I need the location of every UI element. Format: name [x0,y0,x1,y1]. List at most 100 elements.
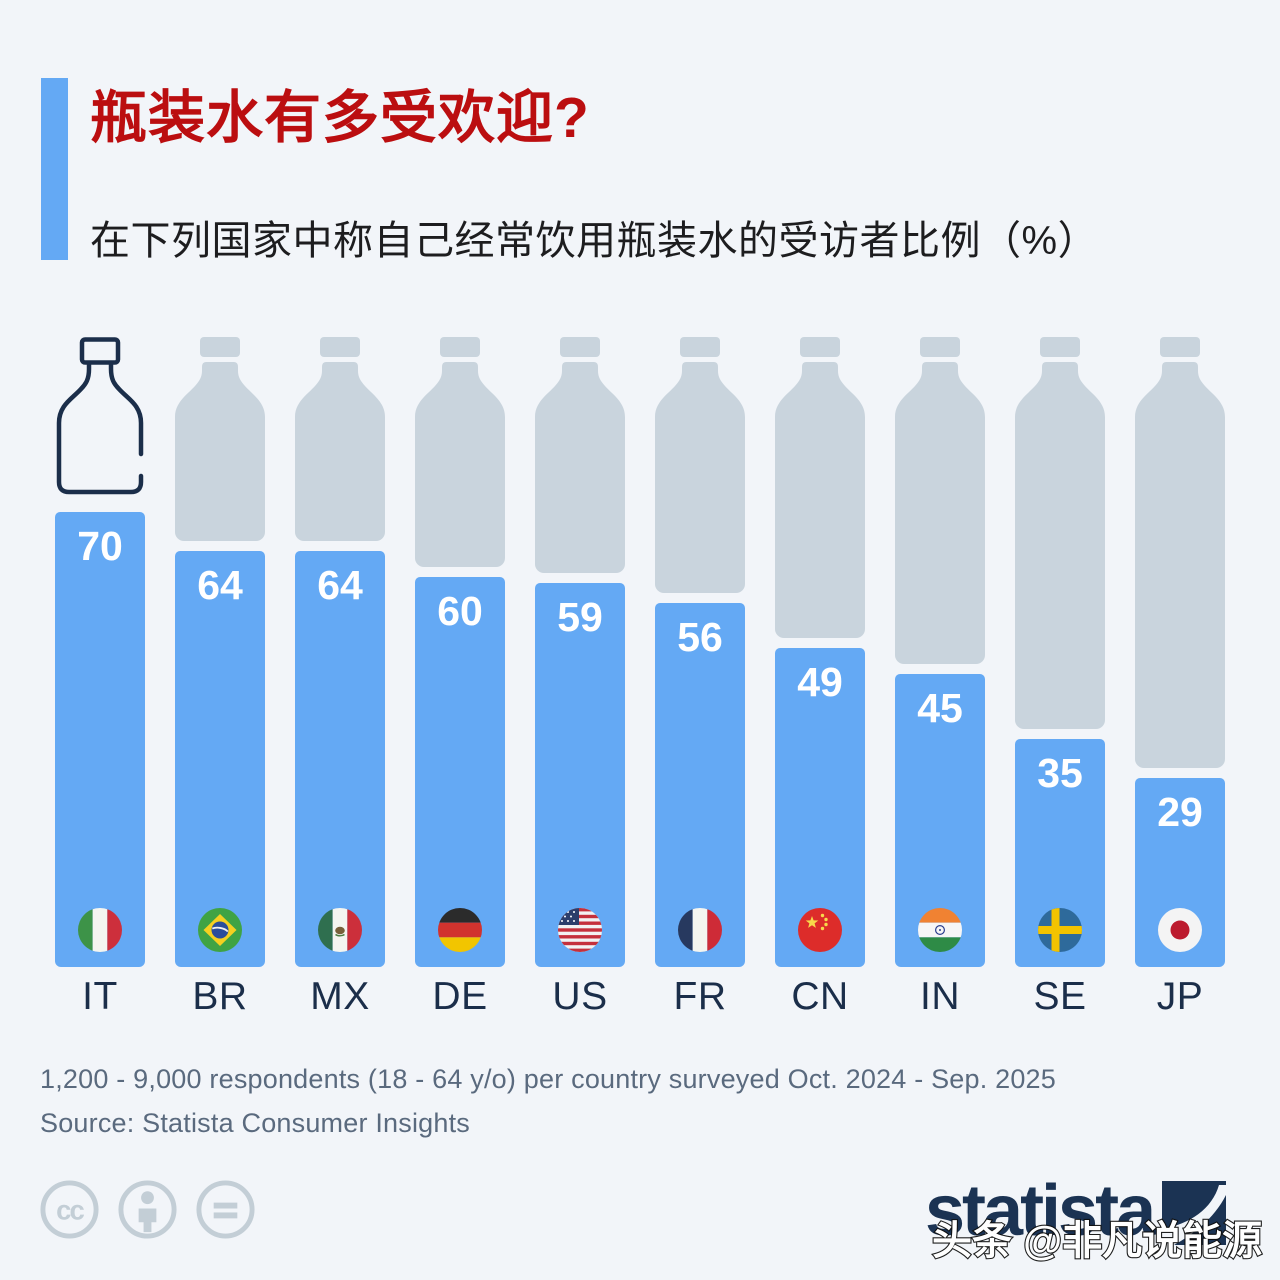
flag-united-states-icon [558,908,602,952]
country-label-us: US [552,975,608,1018]
flag-germany-icon [438,908,482,952]
bottle-outline-icon [56,337,144,495]
bottle-column-mx: 64 MX [295,337,385,1019]
license-icons: cc [38,1178,257,1241]
bottle-body-empty [535,433,625,573]
chart-subtitle: 在下列国家中称自己经常饮用瓶装水的受访者比例（%） [90,219,1099,263]
country-label-fr: FR [673,975,727,1018]
country-label-mx: MX [310,975,370,1018]
bottle-empty-part [655,337,745,593]
fill-gap [775,638,865,648]
bottle-empty-part [415,337,505,567]
value-label: 60 [437,588,483,634]
cc-nd-equals-icon [196,1180,255,1239]
flag-sweden-icon [1038,908,1082,952]
bottle-neck-shape [175,337,265,433]
bottle-neck-shape [295,337,385,433]
country-label-se: SE [1033,975,1087,1018]
footer-notes: 1,200 - 9,000 respondents (18 - 64 y/o) … [40,1064,1056,1139]
flag-india-icon [918,908,962,952]
bar-fill-fr: 56 [655,603,745,967]
bottle-shape: 64 [175,337,265,967]
fill-gap [1015,729,1105,739]
value-label: 45 [917,685,963,731]
chart-title: 瓶装水有多受欢迎? [90,86,590,150]
bottle-body-empty [655,433,745,593]
bottle-body-empty [1135,433,1225,768]
flag-brazil-icon [198,908,242,952]
bottle-shape: 60 [415,337,505,967]
bar-fill-jp: 29 [1135,778,1225,967]
value-label: 29 [1157,789,1203,835]
bottle-shape: 56 [655,337,745,967]
cc-icon: cc [40,1180,99,1239]
bottle-column-it: 70 IT [55,337,145,1019]
bottle-body-empty [1015,433,1105,729]
bar-fill-cn: 49 [775,648,865,967]
title-accent-bar [41,78,68,260]
value-label: 64 [317,562,363,608]
bottle-shape: 35 [1015,337,1105,967]
bar-fill-de: 60 [415,577,505,967]
bottle-shape: 70 [55,337,145,967]
value-label: 35 [1037,750,1083,796]
bottle-body-empty [175,433,265,541]
bottle-empty-part [175,337,265,541]
bottle-column-cn: 49 CN [775,337,865,1019]
fill-gap [535,573,625,583]
bottle-column-jp: 29 JP [1135,337,1225,1019]
bar-fill-br: 64 [175,551,265,967]
bottle-empty-part [775,337,865,638]
bottle-column-us: 59 US [535,337,625,1019]
bottle-empty-part [1135,337,1225,768]
flag-mexico-icon [318,908,362,952]
bottle-empty-part [295,337,385,541]
bottle-body-empty [415,433,505,567]
cc-by-person-icon [118,1180,177,1239]
bottle-empty-part [895,337,985,664]
fill-gap [55,502,145,512]
bottle-neck-shape [775,337,865,433]
flag-china-icon [798,908,842,952]
bottle-body-empty [775,433,865,638]
bottle-column-fr: 56 FR [655,337,745,1019]
bar-fill-it: 70 [55,512,145,967]
bottle-body-empty [295,433,385,541]
flag-france-icon [678,908,722,952]
fill-gap [175,541,265,551]
fill-gap [295,541,385,551]
country-label-it: IT [82,975,118,1018]
bottle-neck-shape [895,337,985,433]
bottle-shape: 49 [775,337,865,967]
value-label: 49 [797,659,843,705]
chart: 70 IT 64 BR 64 MX 60 DE 59 US 56 FR 49 CN 45 IN 35 SE 29 JP [55,337,1225,1019]
value-label: 59 [557,594,603,640]
bottle-column-de: 60 DE [415,337,505,1019]
flag-japan-icon [1158,908,1202,952]
bottle-column-in: 45 IN [895,337,985,1019]
fill-gap [415,567,505,577]
bottle-neck-shape [655,337,745,433]
source-note: Source: Statista Consumer Insights [40,1108,470,1138]
value-label: 64 [197,562,243,608]
country-label-in: IN [920,975,960,1018]
bottle-empty-part [535,337,625,573]
bottle-neck-shape [415,337,505,433]
bottle-shape: 45 [895,337,985,967]
bottle-body-empty [895,433,985,664]
bottle-neck-shape [1135,337,1225,433]
value-label: 70 [77,523,123,569]
bar-fill-in: 45 [895,674,985,967]
svg-text:cc: cc [56,1194,84,1225]
bottle-column-se: 35 SE [1015,337,1105,1019]
fill-gap [895,664,985,674]
statista-logo: statista [925,1171,1227,1251]
bottle-neck-shape [535,337,625,433]
statista-wordmark: statista [925,1171,1156,1251]
country-label-jp: JP [1156,975,1204,1018]
watermark: 头条 @非凡说能源 [931,1218,1263,1264]
fill-gap [655,593,745,603]
bottle-neck-shape [1015,337,1105,433]
bar-fill-se: 35 [1015,739,1105,967]
bar-fill-us: 59 [535,583,625,967]
